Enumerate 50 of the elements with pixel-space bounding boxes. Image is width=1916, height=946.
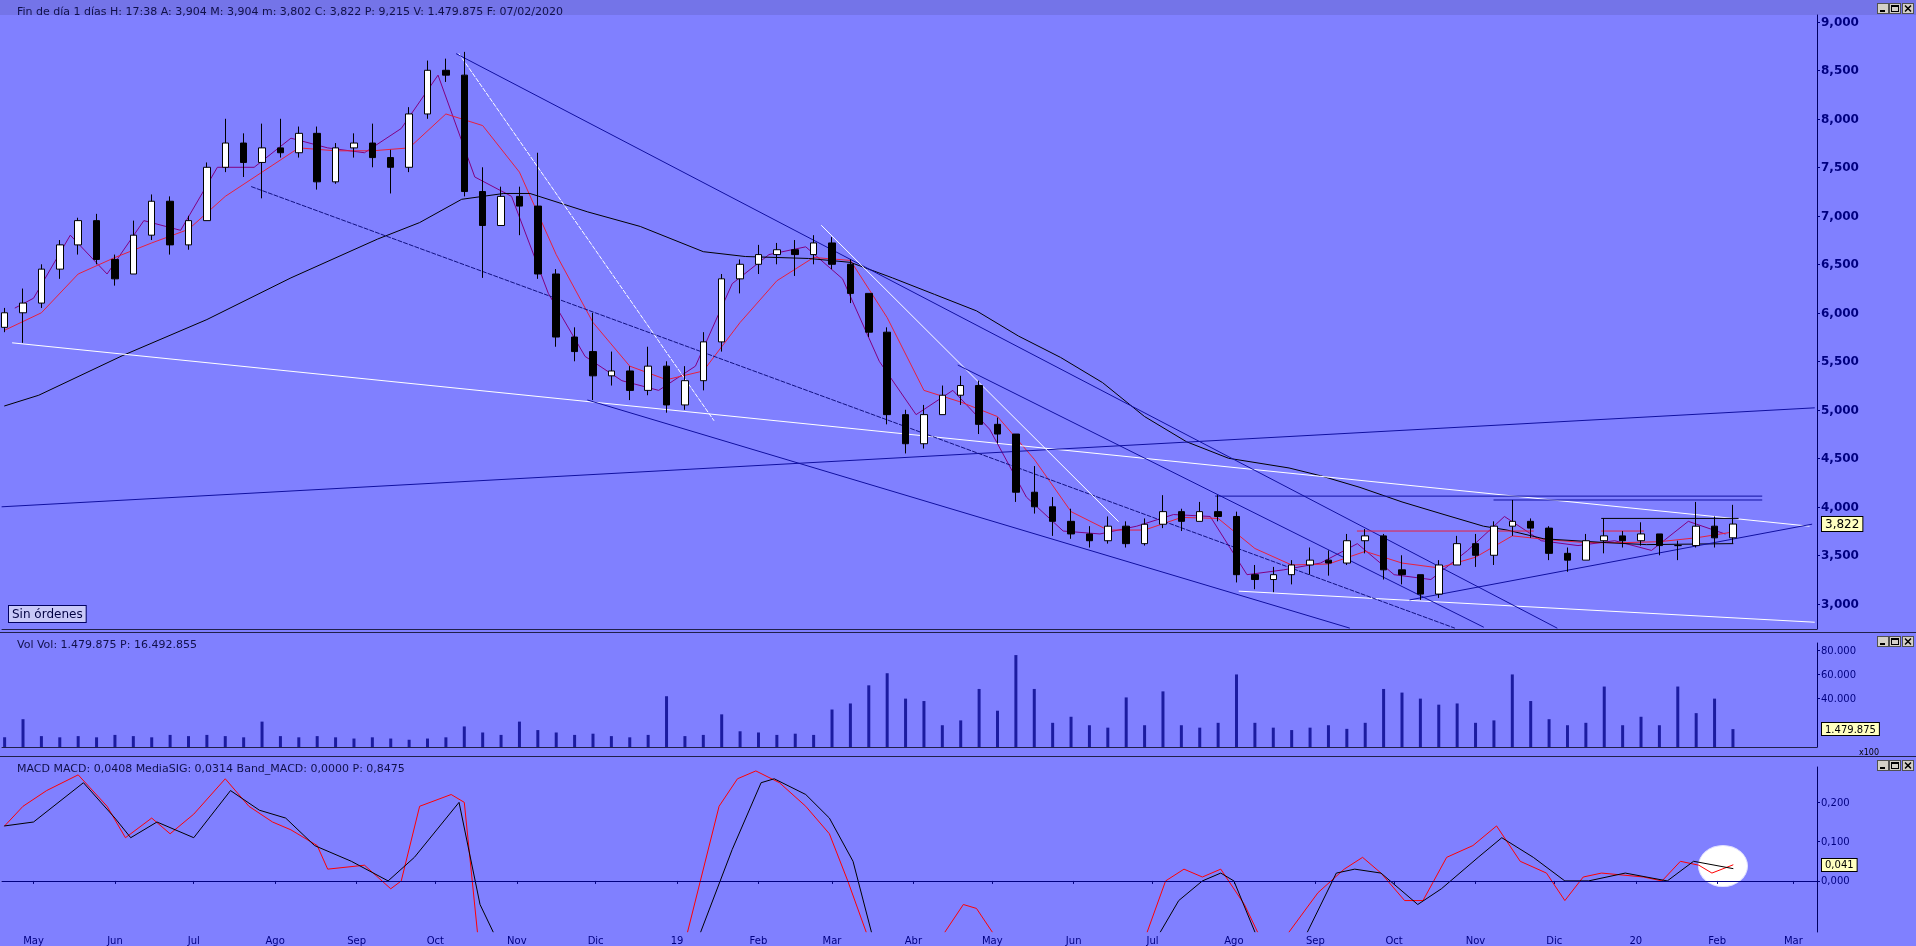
y-tick-label: 4,500 (1821, 451, 1859, 466)
x-tick-label: 20 (1629, 934, 1643, 946)
x-tick-label: Jun (106, 934, 123, 946)
y-tick-label: 8,500 (1821, 63, 1859, 78)
y-tick-label: 7,000 (1821, 208, 1859, 223)
x-tick-label: Jul (1145, 934, 1159, 946)
x-tick-label: Abr (904, 934, 923, 946)
y-tick-label: 8,000 (1821, 111, 1859, 126)
x-tick-label: Nov (1465, 934, 1486, 946)
x-tick-label: May (981, 934, 1003, 946)
y-axis-title: x100 (1859, 747, 1880, 757)
text: 0,041 (1825, 859, 1854, 871)
y-tick-label: 40.000 (1821, 693, 1856, 705)
y-tick-label: 5,000 (1821, 402, 1859, 417)
x-tick-label: May (23, 934, 44, 946)
x-tick-label: Dic (587, 934, 604, 946)
x-tick-label: Ago (1224, 934, 1244, 946)
x-tick-label: Oct (426, 934, 445, 946)
y-tick-label: 6,000 (1821, 305, 1859, 320)
y-tick-label: 3,500 (1821, 548, 1859, 563)
y-tick-label: 80.000 (1821, 644, 1856, 656)
y-tick-label: 4,000 (1821, 499, 1859, 514)
y-tick-label: 0,200 (1821, 796, 1850, 808)
y-tick-label: 5,500 (1821, 354, 1859, 369)
y-tick-label: 6,500 (1821, 257, 1859, 272)
y-tick-label: 3,000 (1821, 596, 1859, 611)
x-tick-label: Feb (1708, 934, 1727, 946)
chart-title: Vol Vol: 1.479.875 P: 16.492.855 (17, 638, 197, 651)
y-tick-label: 9,000 (1821, 14, 1859, 29)
x-tick-label: Sep (1305, 934, 1325, 946)
y-tick-label: 60.000 (1821, 668, 1856, 680)
x-tick-label: Mar (822, 934, 843, 946)
text: 3,822 (1825, 517, 1860, 532)
x-tick-label: Nov (507, 934, 527, 946)
text: 1.479.875 (1825, 723, 1876, 735)
x-tick-label: Mar (1783, 934, 1804, 946)
annotation: Sin órdenes (12, 607, 83, 621)
x-tick-label: Sep (347, 934, 367, 946)
x-tick-label: Feb (749, 934, 768, 946)
x-tick-label: Jul (186, 934, 200, 946)
y-tick-label: 0,000 (1821, 875, 1850, 887)
x-tick-label: Jun (1064, 934, 1082, 946)
x-tick-label: Dic (1546, 934, 1563, 946)
y-tick-label: 0,100 (1821, 836, 1850, 848)
x-tick-label: 19 (670, 934, 684, 946)
chart-title: MACD MACD: 0,0408 MediaSIG: 0,0314 Band_MACD: 0,0000 P: 0,8475 (17, 762, 405, 775)
y-tick-label: 7,500 (1821, 160, 1859, 175)
chart-title: Fin de día 1 días H: 17:38 A: 3,904 M: 3,904 m: 3,802 C: 3,822 P: 9,215 V: 1.479.875 F: 07/02/2020 (17, 5, 563, 18)
x-tick-label: Ago (265, 934, 285, 946)
x-tick-label: Oct (1385, 934, 1403, 946)
